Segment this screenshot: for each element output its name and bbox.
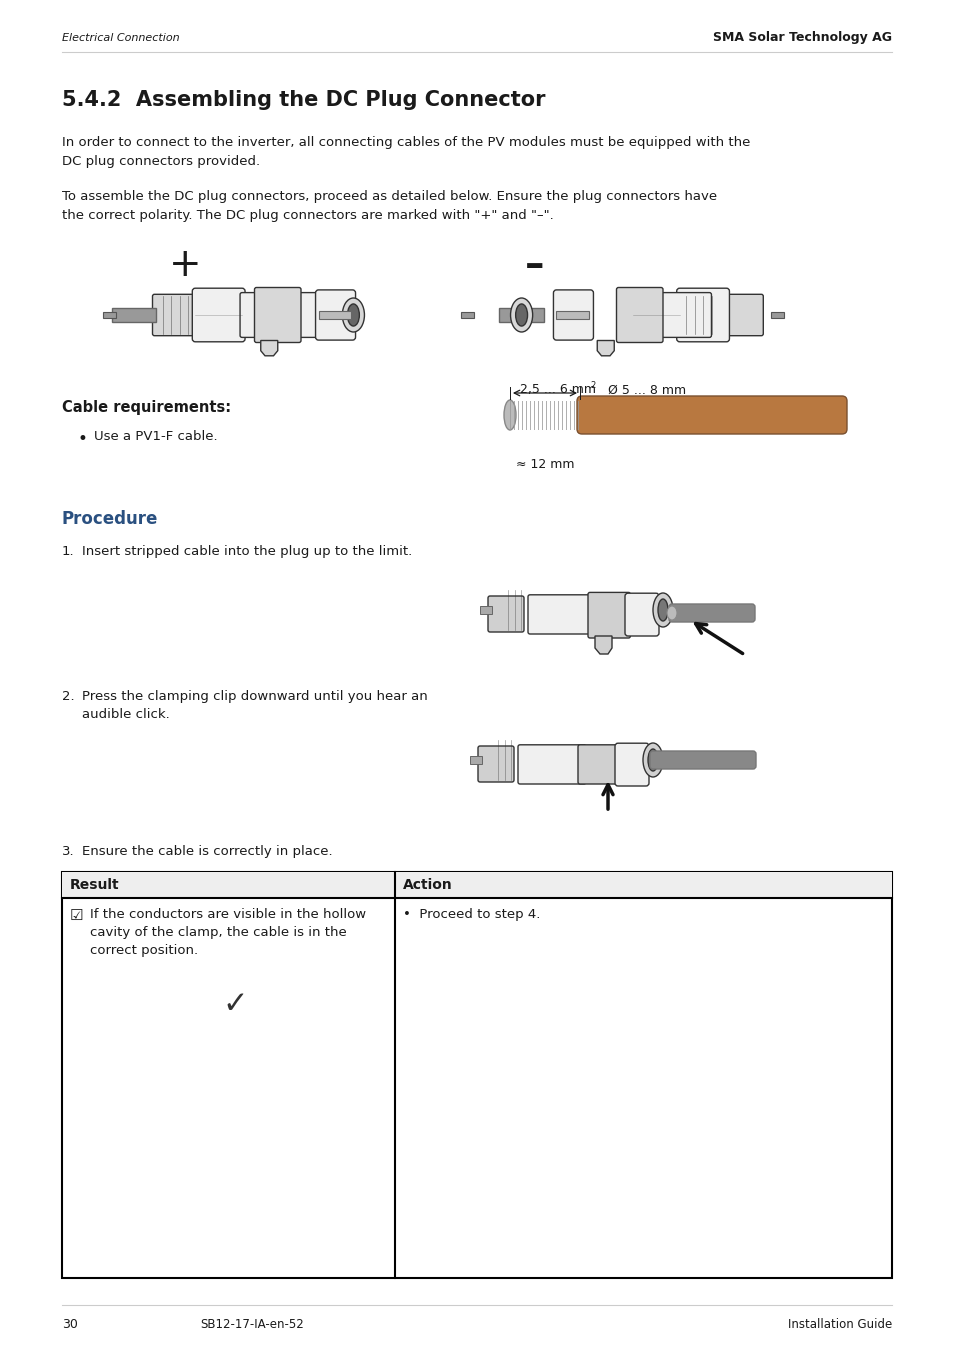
Circle shape <box>202 1076 210 1084</box>
Text: –: – <box>525 246 544 284</box>
Text: Use a PV1-F cable.: Use a PV1-F cable. <box>94 430 217 443</box>
Bar <box>62 872 891 898</box>
Text: 3.: 3. <box>62 845 74 859</box>
Ellipse shape <box>347 304 359 326</box>
Text: If the conductors are visible in the hollow: If the conductors are visible in the hol… <box>90 909 366 921</box>
Text: 2: 2 <box>589 381 595 391</box>
FancyBboxPatch shape <box>649 750 755 769</box>
Ellipse shape <box>342 297 364 333</box>
Ellipse shape <box>510 297 532 333</box>
FancyBboxPatch shape <box>141 1015 289 1144</box>
FancyBboxPatch shape <box>240 292 320 338</box>
Text: Result: Result <box>70 877 119 892</box>
FancyBboxPatch shape <box>193 288 245 342</box>
Bar <box>270 1073 350 1087</box>
FancyBboxPatch shape <box>630 292 711 338</box>
FancyBboxPatch shape <box>587 592 630 638</box>
Ellipse shape <box>658 599 667 621</box>
FancyBboxPatch shape <box>517 745 585 784</box>
FancyBboxPatch shape <box>616 288 662 342</box>
Text: ✓: ✓ <box>222 991 248 1019</box>
Bar <box>62 872 891 1278</box>
Bar <box>112 308 156 322</box>
FancyBboxPatch shape <box>718 295 762 335</box>
Ellipse shape <box>647 749 658 771</box>
Bar <box>470 756 481 764</box>
Text: 2.: 2. <box>62 690 74 703</box>
Bar <box>556 311 588 319</box>
Text: Insert stripped cable into the plug up to the limit.: Insert stripped cable into the plug up t… <box>82 545 412 558</box>
Text: Installation Guide: Installation Guide <box>787 1318 891 1332</box>
Ellipse shape <box>666 606 677 621</box>
Text: SMA Solar Technology AG: SMA Solar Technology AG <box>712 31 891 45</box>
Polygon shape <box>595 635 612 654</box>
Text: To assemble the DC plug connectors, proceed as detailed below. Ensure the plug c: To assemble the DC plug connectors, proc… <box>62 191 717 222</box>
Text: +: + <box>169 246 201 284</box>
Circle shape <box>233 1076 242 1084</box>
FancyBboxPatch shape <box>488 596 523 631</box>
Polygon shape <box>194 1111 234 1130</box>
FancyBboxPatch shape <box>553 289 593 341</box>
Polygon shape <box>260 341 277 356</box>
Circle shape <box>186 1076 193 1084</box>
Text: ≈ 12 mm: ≈ 12 mm <box>516 458 574 472</box>
Text: Press the clamping clip downward until you hear an
audible click.: Press the clamping clip downward until y… <box>82 690 427 722</box>
FancyBboxPatch shape <box>676 288 729 342</box>
Bar <box>103 311 116 319</box>
Bar <box>479 606 492 614</box>
Bar <box>499 308 543 322</box>
Text: Action: Action <box>402 877 453 892</box>
Ellipse shape <box>503 400 516 430</box>
FancyBboxPatch shape <box>254 288 301 342</box>
FancyBboxPatch shape <box>624 594 659 635</box>
FancyBboxPatch shape <box>178 1046 252 1114</box>
FancyBboxPatch shape <box>527 595 596 634</box>
Text: Electrical Connection: Electrical Connection <box>62 32 179 43</box>
Text: Ø 5 ... 8 mm: Ø 5 ... 8 mm <box>607 384 685 396</box>
Text: •: • <box>78 430 88 448</box>
Text: Procedure: Procedure <box>62 510 158 529</box>
Bar <box>460 311 474 319</box>
Circle shape <box>226 1076 233 1084</box>
Bar <box>318 311 351 319</box>
FancyBboxPatch shape <box>315 289 355 341</box>
FancyBboxPatch shape <box>577 396 846 434</box>
Text: 1.: 1. <box>62 545 74 558</box>
Text: In order to connect to the inverter, all connecting cables of the PV modules mus: In order to connect to the inverter, all… <box>62 137 750 168</box>
Ellipse shape <box>652 594 672 627</box>
FancyBboxPatch shape <box>157 1029 273 1132</box>
Text: 5.4.2  Assembling the DC Plug Connector: 5.4.2 Assembling the DC Plug Connector <box>62 91 545 110</box>
Bar <box>771 311 783 319</box>
Ellipse shape <box>642 744 662 777</box>
Text: 30: 30 <box>62 1318 78 1332</box>
Polygon shape <box>597 341 614 356</box>
Text: correct position.: correct position. <box>90 944 198 957</box>
Ellipse shape <box>516 304 527 326</box>
Text: Ensure the cable is correctly in place.: Ensure the cable is correctly in place. <box>82 845 333 859</box>
FancyBboxPatch shape <box>152 295 197 335</box>
Circle shape <box>218 1076 226 1084</box>
Text: cavity of the clamp, the cable is in the: cavity of the clamp, the cable is in the <box>90 926 346 940</box>
FancyBboxPatch shape <box>668 604 754 622</box>
Circle shape <box>210 1076 218 1084</box>
FancyBboxPatch shape <box>615 744 648 786</box>
Text: Cable requirements:: Cable requirements: <box>62 400 231 415</box>
Polygon shape <box>194 1030 234 1048</box>
Text: 2,5 ... 6 mm: 2,5 ... 6 mm <box>519 384 596 396</box>
Text: •  Proceed to step 4.: • Proceed to step 4. <box>402 909 539 921</box>
Text: SB12-17-IA-en-52: SB12-17-IA-en-52 <box>200 1318 303 1332</box>
Circle shape <box>193 1076 202 1084</box>
Bar <box>80 1075 160 1086</box>
FancyBboxPatch shape <box>578 745 619 784</box>
Text: ☑: ☑ <box>70 909 84 923</box>
FancyBboxPatch shape <box>477 746 514 781</box>
